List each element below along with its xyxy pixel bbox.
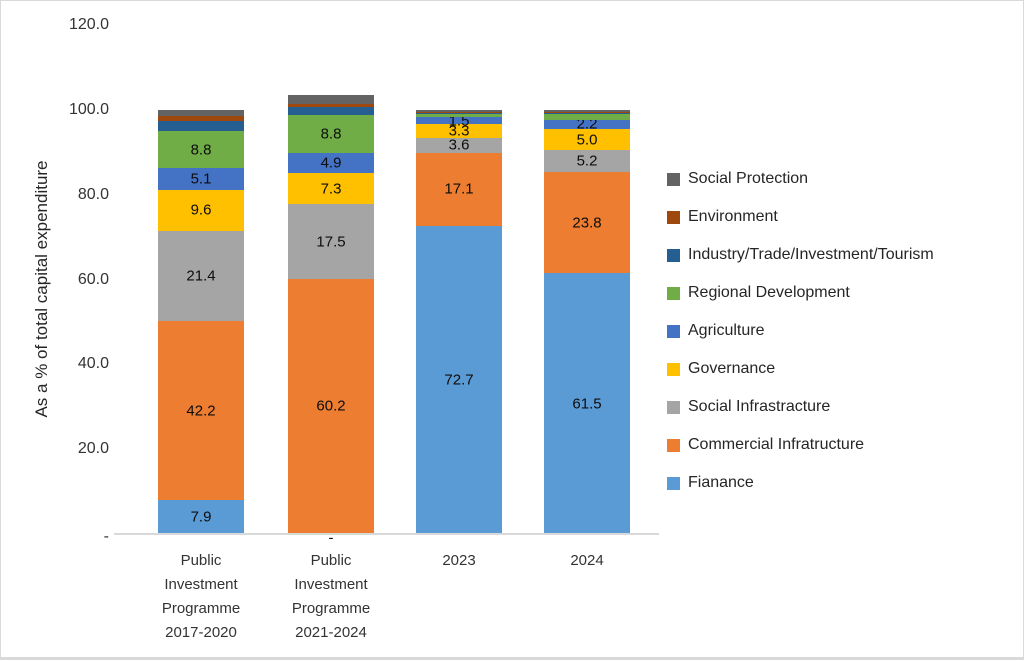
- bar-segment-label: 9.6: [190, 201, 212, 219]
- y-tick-label: 100.0: [68, 100, 109, 118]
- legend-item: Social Protection: [667, 160, 934, 198]
- bar-segment: [158, 121, 244, 132]
- bar-segment-label: 7.9: [190, 508, 212, 526]
- legend-item: Regional Development: [667, 274, 934, 312]
- bar-segment: [158, 190, 244, 231]
- bar-segment-label: 7.3: [320, 180, 342, 198]
- x-axis-label: 2023: [442, 552, 476, 569]
- x-axis-label: Public Investment Programme 2021-2024: [291, 552, 371, 641]
- bar-segment: [158, 115, 244, 122]
- bar-segment: [288, 115, 374, 153]
- legend-label: Commercial Infratructure: [688, 436, 865, 453]
- bar-segment-label: 72.7: [444, 371, 474, 389]
- bar-segment: [544, 111, 630, 113]
- legend-swatch-icon: [667, 286, 680, 300]
- bar-segment: [544, 119, 630, 129]
- legend-label: Governance: [688, 360, 776, 377]
- bar-segment-label: 5.0: [576, 131, 598, 149]
- bar-segment: [158, 131, 244, 169]
- bar-segment: [288, 278, 374, 534]
- x-axis-label: 2024: [570, 552, 604, 569]
- bar-segment-label: 4.9: [320, 154, 342, 172]
- bar-segment: [416, 225, 502, 534]
- bar-segment: [288, 94, 374, 104]
- bar-segment: [416, 112, 502, 115]
- bar-segment: [544, 128, 630, 151]
- bar-segment-label: 2.2: [576, 115, 598, 133]
- bar-segment: [416, 137, 502, 154]
- legend-swatch-icon: [667, 438, 680, 452]
- legend-label: Social Protection: [688, 170, 809, 187]
- legend-swatch-icon: [667, 476, 680, 490]
- bar-segment: [288, 152, 374, 174]
- legend-swatch-icon: [667, 362, 680, 376]
- bar-segment-label: 42.2: [186, 402, 216, 420]
- legend-label: Fianance: [688, 474, 754, 491]
- bar-segment: [416, 153, 502, 226]
- legend-swatch-icon: [667, 210, 680, 224]
- legend-label: Agriculture: [688, 322, 765, 339]
- bar-segment: [288, 173, 374, 205]
- bar-segment-label: 5.2: [576, 152, 598, 170]
- bar-segment-label: 3.6: [448, 136, 470, 154]
- y-tick-label: 60.0: [77, 270, 109, 288]
- legend-swatch-icon: [667, 400, 680, 414]
- legend-item: Fianance: [667, 464, 934, 502]
- y-tick-label: 20.0: [77, 440, 109, 458]
- bar-segment-label: 61.5: [572, 395, 602, 413]
- bar-segment-label: 17.5: [316, 233, 346, 251]
- bar-segment-label: -: [328, 529, 334, 547]
- legend-item: Industry/Trade/Investment/Tourism: [667, 236, 934, 274]
- legend-item: Agriculture: [667, 312, 934, 350]
- x-axis-label: Public Investment Programme 2017-2020: [161, 552, 241, 641]
- bar-segment: [416, 109, 502, 112]
- bar-segment: [544, 109, 630, 112]
- bar-segment-label: 5.1: [190, 170, 212, 188]
- legend-label: Industry/Trade/Investment/Tourism: [688, 246, 934, 263]
- legend-item: Commercial Infratructure: [667, 426, 934, 464]
- legend-item: Social Infrastracture: [667, 388, 934, 426]
- bar-segment-label: 3.3: [448, 122, 470, 140]
- legend-swatch-icon: [667, 248, 680, 262]
- bar-segment-label: 8.8: [190, 141, 212, 159]
- bar-segment: [544, 273, 630, 534]
- bar-segment: [544, 114, 630, 120]
- bar-segment: [158, 109, 244, 116]
- bar-segment: [288, 107, 374, 116]
- bar-segment: [416, 114, 502, 118]
- bar-segment: [416, 123, 502, 138]
- bar-segment: [416, 111, 502, 113]
- legend-label: Environment: [688, 208, 778, 225]
- bar-segment: [158, 321, 244, 501]
- legend-label: Regional Development: [688, 284, 850, 301]
- bar-segment: [288, 103, 374, 108]
- bar-segment: [544, 150, 630, 173]
- bar-segment-label: 21.4: [186, 267, 216, 285]
- bar-segment: [158, 500, 244, 534]
- bar-segment-label: 60.2: [316, 397, 346, 415]
- y-tick-label: 80.0: [77, 185, 109, 203]
- y-tick-label: -: [103, 528, 109, 545]
- bar-segment: [158, 230, 244, 322]
- bar-segment: [416, 117, 502, 124]
- bar-segment: [158, 168, 244, 190]
- legend-item: Environment: [667, 198, 934, 236]
- y-axis-title: As a % of total capital expenditure: [32, 160, 51, 418]
- x-axis-line: [114, 533, 659, 535]
- legend: Social Protection Environment Industry/Tra…: [667, 160, 934, 502]
- bar-segment-label: 8.8: [320, 125, 342, 143]
- bar-segment: [288, 204, 374, 279]
- legend-item: Governance: [667, 350, 934, 388]
- y-tick-label: 120.0: [68, 16, 109, 33]
- y-tick-label: 40.0: [77, 355, 109, 373]
- bar-segment-label: 17.1: [444, 180, 474, 198]
- bar-segment-label: 23.8: [572, 214, 602, 232]
- bar-segment: [544, 112, 630, 115]
- bar-segment: [544, 172, 630, 274]
- legend-swatch-icon: [667, 324, 680, 338]
- legend-label: Social Infrastracture: [688, 398, 831, 415]
- legend-swatch-icon: [667, 172, 680, 186]
